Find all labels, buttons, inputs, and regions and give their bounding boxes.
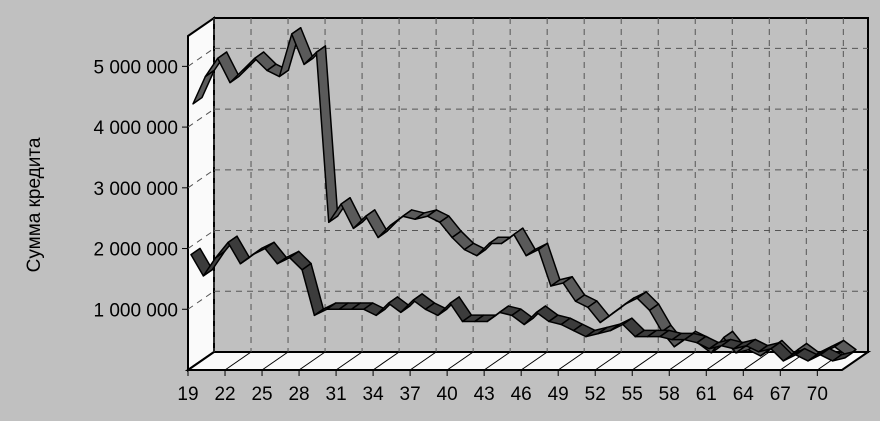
floor-line (261, 351, 289, 371)
gridline-side (187, 230, 215, 249)
data-ribbons (190, 26, 857, 362)
floor-line (298, 351, 326, 371)
gridline-side (187, 290, 215, 310)
floor-line (631, 351, 659, 371)
x-tick-label: 28 (288, 384, 309, 405)
x-tick-label: 67 (770, 384, 791, 405)
x-tick-label: 37 (400, 384, 421, 405)
floor-edge (841, 351, 869, 371)
x-tick-labels: 19 22 25 28 31 34 37 40 43 46 49 52 55 58 61 64 67 70 (177, 370, 828, 405)
floor-line (372, 351, 400, 371)
x-tick-label: 31 (326, 384, 347, 405)
x-tick-label: 46 (511, 384, 532, 405)
y-tick-labels: 1 000 000 2 000 000 3 000 000 4 000 000 5 00… (93, 57, 188, 321)
y-tick-label: 4 000 000 (93, 118, 178, 139)
chart-walls (184, 16, 872, 372)
y-tick-label: 2 000 000 (93, 240, 178, 261)
x-tick-label: 58 (659, 384, 680, 405)
floor-line (557, 351, 585, 371)
y-axis-title: Сумма кредита (24, 137, 45, 272)
x-tick-label: 34 (363, 384, 385, 405)
gridline-side (187, 47, 215, 67)
floor-line (594, 351, 622, 371)
floor-line (187, 351, 215, 371)
floor-line (705, 351, 733, 371)
floor-line (483, 351, 511, 371)
y-tick-label: 3 000 000 (93, 179, 178, 200)
x-tick-label: 64 (733, 384, 755, 405)
series-2 (190, 235, 855, 362)
series-2-segment (831, 350, 855, 362)
floor-line (520, 351, 548, 371)
x-tick-label: 43 (474, 384, 495, 405)
floor-line (742, 351, 770, 371)
x-tick-label: 52 (585, 384, 606, 405)
x-tick-label: 40 (437, 384, 458, 405)
floor-line (446, 351, 474, 371)
y-tick-label: 5 000 000 (93, 57, 178, 78)
x-tick-label: 19 (177, 384, 198, 405)
floor-line (335, 351, 363, 371)
x-tick-label: 70 (807, 384, 828, 405)
x-tick-label: 25 (251, 384, 272, 405)
gridline-side (187, 169, 215, 189)
gridlines (187, 18, 869, 371)
x-tick-label: 49 (548, 384, 569, 405)
floor-line (224, 351, 252, 371)
floor-line (409, 351, 437, 371)
x-tick-label: 22 (214, 384, 235, 405)
gridline-side (187, 108, 215, 128)
x-tick-label: 55 (622, 384, 643, 405)
y-tick-label: 1 000 000 (93, 300, 178, 321)
x-tick-label: 61 (696, 384, 717, 405)
floor-line (668, 351, 696, 371)
